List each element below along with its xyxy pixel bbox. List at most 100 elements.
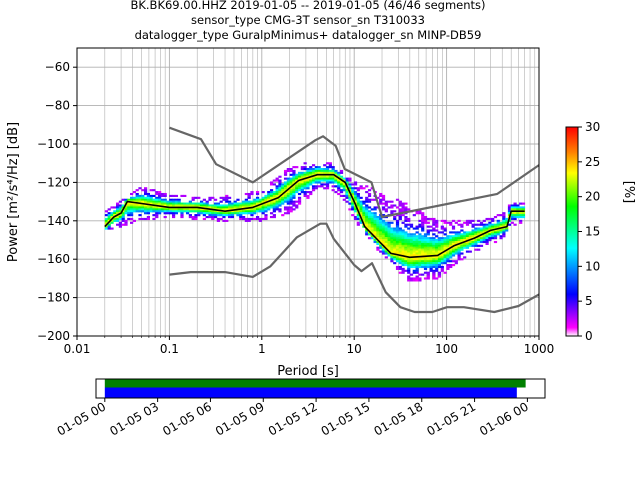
density-cell [135,189,139,192]
density-cell [454,250,458,253]
density-cell [429,252,433,255]
density-cell [432,240,436,244]
density-cell [211,214,215,217]
density-cell [507,219,512,222]
density-cell [395,252,400,255]
density-cell [407,254,411,257]
density-cell [132,210,137,213]
density-cell [387,233,391,236]
density-cell [373,217,377,221]
density-cell [477,239,481,242]
density-cell [463,246,467,249]
density-cell [376,237,380,240]
density-cell [146,202,151,205]
density-cell [407,262,411,265]
density-cell [272,196,276,199]
density-cell [110,214,114,217]
density-cell [320,168,324,171]
density-cell [443,244,447,247]
density-cell [283,171,288,174]
density-cell [323,183,327,186]
density-cell [373,223,377,226]
density-cell [395,258,400,261]
density-cell [485,240,489,244]
density-cell [286,168,290,171]
coverage-bar [104,379,526,388]
density-cell [457,248,461,251]
density-cell [479,239,484,242]
density-cell [166,212,170,215]
density-cell [289,208,293,211]
density-cell [239,202,243,205]
density-cell [267,191,271,194]
density-cell [457,258,461,261]
density-cell [395,206,400,209]
density-cell [236,206,240,209]
density-cell [110,216,114,219]
density-cell [171,210,176,213]
density-cell [398,244,402,247]
density-cell [471,225,475,228]
density-cell [471,229,475,232]
density-cell [149,210,153,213]
density-cell [116,212,120,215]
density-cell [367,210,372,213]
y-tick-label: −200 [37,329,70,343]
density-cell [365,208,369,211]
density-cell [479,221,484,224]
density-cell [491,231,495,234]
density-cell [373,214,377,217]
density-cell [157,191,162,194]
density-cell [281,194,285,197]
density-cell [208,212,212,215]
density-cell [421,264,425,267]
density-cell [311,181,316,184]
density-cell [365,210,369,213]
density-cell [264,217,268,221]
density-cell [138,210,142,213]
density-cell [283,185,288,188]
density-cell [110,227,114,230]
density-cell [412,271,416,274]
density-cell [421,225,425,228]
density-cell [435,262,439,265]
density-cell [247,219,251,222]
density-cell [230,204,234,207]
density-cell [144,187,148,190]
density-cell [345,181,349,184]
density-cell [407,233,411,236]
density-cell [244,212,248,215]
density-cell [239,206,243,209]
density-cell [435,248,439,251]
density-cell [127,214,131,217]
density-cell [132,204,137,207]
density-cell [407,235,411,238]
density-cell [449,250,453,253]
density-cell [289,173,293,176]
density-cell [345,177,349,180]
density-cell [356,204,360,207]
density-cell [149,200,153,203]
density-cell [202,212,206,215]
density-cell [289,192,293,196]
density-cell [135,206,139,209]
density-cell [415,267,419,270]
density-cell [404,233,408,236]
density-cell [395,227,400,230]
density-cell [194,202,198,205]
density-cell [118,200,123,203]
y-tick-label: −180 [37,291,70,305]
density-cell [269,202,274,205]
density-cell [401,267,405,270]
density-cell [269,200,274,203]
density-cell [387,223,391,226]
density-cell [281,200,285,203]
density-cell [283,208,288,211]
density-cell [429,248,433,251]
density-cell [443,242,447,245]
density-cell [454,235,458,238]
density-cell [353,206,358,209]
y-tick-label: −120 [37,175,70,189]
density-cell [202,217,206,221]
density-cell [398,229,402,232]
